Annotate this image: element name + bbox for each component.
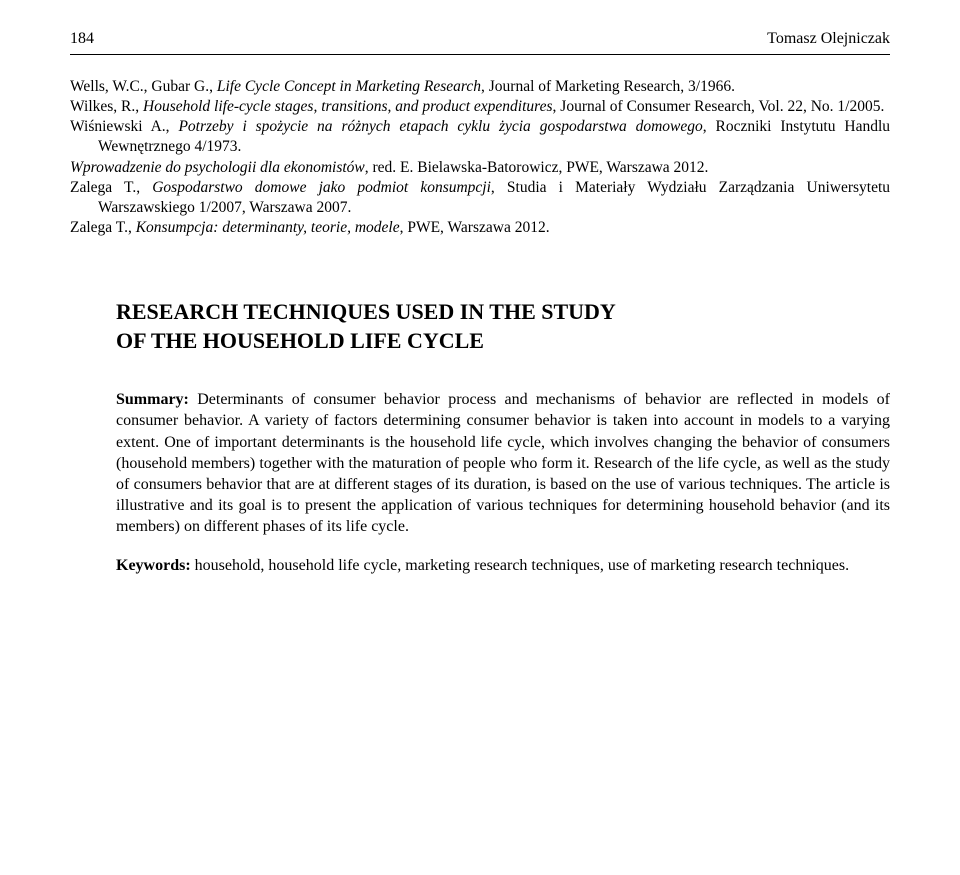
summary-paragraph: Summary: Determinants of consumer behavi… [70,389,890,537]
page-header: 184 Tomasz Olejniczak [70,30,890,48]
bib-entry: Zalega T., Gospodarstwo domowe jako podm… [70,178,890,218]
bib-suffix: , red. E. Bielawska-Batorowicz, PWE, War… [365,159,709,176]
bib-suffix: , Journal of Consumer Research, Vol. 22,… [553,98,885,115]
summary-label: Summary: [116,391,189,408]
header-rule [70,54,890,55]
bib-entry: Wiśniewski A., Potrzeby i spożycie na ró… [70,117,890,157]
bib-suffix: , PWE, Warszawa 2012. [400,219,550,236]
bib-prefix: Wilkes, R., [70,98,143,115]
article-title: RESEARCH TECHNIQUES USED IN THE STUDY OF… [70,298,890,355]
bib-entry: Zalega T., Konsumpcja: determinanty, teo… [70,218,890,238]
keywords-label: Keywords: [116,557,191,574]
bib-title: Life Cycle Concept in Marketing Research [217,78,481,95]
bib-title: Konsumpcja: determinanty, teorie, modele [136,219,400,236]
bib-prefix: Wiśniewski A., [70,118,178,135]
bib-entry: Wells, W.C., Gubar G., Life Cycle Concep… [70,77,890,97]
article-title-line-2: OF THE HOUSEHOLD LIFE CYCLE [116,328,484,353]
bib-title: Potrzeby i spożycie na różnych etapach c… [178,118,702,135]
bib-entry: Wilkes, R., Household life-cycle stages,… [70,97,890,117]
bib-title: Gospodarstwo domowe jako podmiot konsump… [152,179,491,196]
bib-suffix: , Journal of Marketing Research, 3/1966. [481,78,735,95]
bib-prefix: Zalega T., [70,179,152,196]
bib-prefix: Wells, W.C., Gubar G., [70,78,217,95]
page-number: 184 [70,30,94,48]
bibliography: Wells, W.C., Gubar G., Life Cycle Concep… [70,77,890,238]
bib-title: Household life-cycle stages, transitions… [143,98,553,115]
bib-entry: Wprowadzenie do psychologii dla ekonomis… [70,158,890,178]
bib-prefix: Zalega T., [70,219,136,236]
header-author: Tomasz Olejniczak [767,30,890,48]
summary-text: Determinants of consumer behavior proces… [116,391,890,535]
keywords-paragraph: Keywords: household, household life cycl… [70,555,890,576]
keywords-text: household, household life cycle, marketi… [195,557,849,574]
bib-title: Wprowadzenie do psychologii dla ekonomis… [70,159,365,176]
article-title-line-1: RESEARCH TECHNIQUES USED IN THE STUDY [116,299,616,324]
